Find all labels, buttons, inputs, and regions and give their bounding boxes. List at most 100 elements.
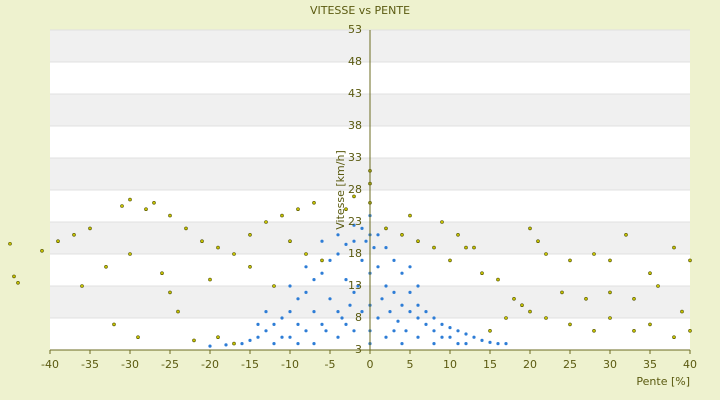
x-tick-label: 30 [603, 358, 617, 371]
x-tick-label: 5 [407, 358, 414, 371]
point [528, 309, 532, 314]
point [560, 290, 564, 295]
y-tick-label: 13 [348, 279, 362, 292]
point [608, 316, 612, 320]
x-tick-label: 15 [483, 358, 497, 371]
point [320, 239, 324, 243]
point [296, 342, 300, 346]
x-tick-label: -35 [81, 358, 99, 371]
point [472, 245, 476, 250]
point [40, 249, 44, 253]
point [88, 226, 92, 231]
point [200, 239, 204, 243]
point [12, 274, 16, 279]
point [384, 246, 388, 250]
point [472, 335, 476, 339]
point [160, 271, 164, 276]
point [424, 322, 428, 326]
point [496, 277, 500, 282]
point [536, 239, 540, 243]
x-tick-label: 25 [563, 358, 577, 371]
point [416, 335, 420, 339]
x-tick-label: -15 [241, 358, 259, 371]
point [352, 290, 356, 294]
point [264, 220, 268, 224]
point [352, 223, 356, 227]
point [344, 278, 348, 282]
point [336, 252, 340, 256]
point [608, 290, 612, 295]
point [416, 316, 420, 320]
point [648, 322, 652, 327]
point [344, 207, 348, 211]
point [392, 258, 396, 262]
point [312, 310, 316, 314]
point [396, 319, 400, 323]
point [424, 310, 428, 314]
point [208, 344, 212, 348]
x-tick-label: -25 [161, 358, 179, 371]
x-tick-label: 40 [683, 358, 697, 371]
point [480, 338, 484, 342]
point [356, 284, 360, 288]
point [320, 271, 324, 275]
point [312, 201, 316, 205]
x-tick-label: -20 [201, 358, 219, 371]
point [648, 271, 652, 276]
point [352, 194, 356, 199]
x-tick-label: -10 [281, 358, 299, 371]
point [272, 322, 276, 326]
point [688, 258, 692, 263]
x-tick-label: 35 [643, 358, 657, 371]
point [232, 252, 236, 256]
x-tick-label: 20 [523, 358, 537, 371]
point [688, 328, 692, 333]
point [256, 335, 260, 339]
y-tick-label: 8 [355, 311, 362, 324]
point [280, 213, 284, 218]
point [584, 296, 588, 301]
y-tick-label: 28 [348, 183, 362, 196]
point [328, 258, 332, 262]
point [440, 220, 444, 224]
y-tick-label: 38 [348, 119, 362, 132]
point [344, 242, 348, 246]
point [568, 322, 572, 327]
point [504, 342, 508, 346]
point [464, 332, 468, 336]
point [256, 322, 260, 326]
point [104, 264, 108, 269]
point [448, 326, 452, 330]
point [528, 226, 532, 231]
point [360, 226, 364, 230]
point [608, 258, 612, 263]
point [248, 338, 252, 342]
point [312, 278, 316, 282]
x-tick-label: 0 [367, 358, 374, 371]
y-tick-label: 33 [348, 151, 362, 164]
point [16, 280, 20, 285]
point [352, 329, 356, 333]
point [392, 329, 396, 333]
point [296, 207, 300, 211]
point [272, 284, 276, 288]
point [340, 316, 344, 320]
point [304, 265, 308, 269]
point [320, 258, 324, 263]
point [192, 338, 196, 343]
point [400, 303, 404, 307]
point [404, 329, 408, 333]
point [432, 329, 436, 333]
point [408, 310, 412, 314]
point [80, 284, 84, 288]
point [416, 284, 420, 288]
x-axis-label: Pente [%] [636, 375, 690, 388]
point [360, 310, 364, 314]
point [680, 309, 684, 314]
point [376, 265, 380, 269]
point [408, 213, 412, 218]
point [348, 303, 352, 307]
point [632, 296, 636, 301]
point [384, 226, 388, 231]
point [456, 329, 460, 333]
